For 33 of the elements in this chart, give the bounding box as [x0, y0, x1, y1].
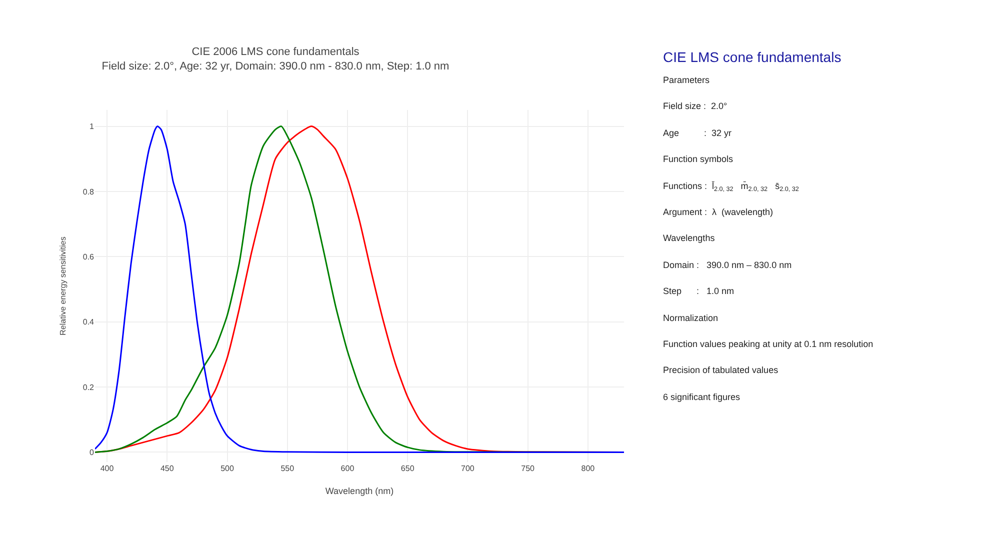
y-tick-label: 0.2 — [82, 382, 95, 392]
text: Function values peaking at unity at 0.1 nm resolution — [663, 339, 874, 349]
text: Parameters — [663, 75, 710, 85]
y-tick-label: 0 — [90, 448, 95, 458]
text: Functions : l̄$_{2.0, 32}$ m̄$_{2.0, 32}$ s̄$_{2.0, 32}$ — [663, 181, 800, 193]
x-tick-label: 600 — [340, 464, 355, 473]
x-tick-label: 500 — [220, 464, 234, 473]
chart-subtitle: Field size: 2.0°, Age: 32 yr, Domain: 390.0 nm - 830.0 nm, Step: 1.0 nm — [102, 60, 450, 72]
text: Function symbols — [663, 154, 734, 164]
text: Age : 32 yr — [663, 128, 732, 138]
text: Domain : 390.0 nm – 830.0 nm — [663, 260, 792, 270]
text: CIE LMS cone fundamentals — [663, 49, 842, 65]
text: 6 significant figures — [663, 392, 741, 402]
x-tick-label: 550 — [280, 464, 295, 473]
x-axis-title: Wavelength (nm) — [325, 486, 394, 496]
x-tick-label: 800 — [581, 464, 596, 473]
x-tick-label: 650 — [400, 464, 415, 473]
chart-title: CIE 2006 LMS cone fundamentals — [192, 46, 360, 58]
text: Argument : λ (wavelength) — [663, 207, 774, 217]
x-tick-label: 750 — [521, 464, 536, 473]
text: Step : 1.0 nm — [663, 286, 734, 296]
x-tick-label: 700 — [461, 464, 475, 473]
y-tick-label: 0.6 — [82, 252, 95, 262]
y-tick-label: 0.8 — [82, 187, 95, 196]
text: Field size : 2.0° — [663, 101, 728, 111]
y-tick-label: 1 — [90, 122, 95, 132]
y-tick-label: 0.4 — [82, 318, 95, 327]
text: Wavelengths — [663, 233, 716, 243]
text: Precision of tabulated values — [663, 365, 779, 375]
x-tick-label: 400 — [100, 464, 114, 473]
y-axis-title: Relative energy sensitivities — [58, 236, 68, 336]
x-tick-label: 450 — [160, 464, 174, 473]
text: Normalization — [663, 313, 718, 323]
